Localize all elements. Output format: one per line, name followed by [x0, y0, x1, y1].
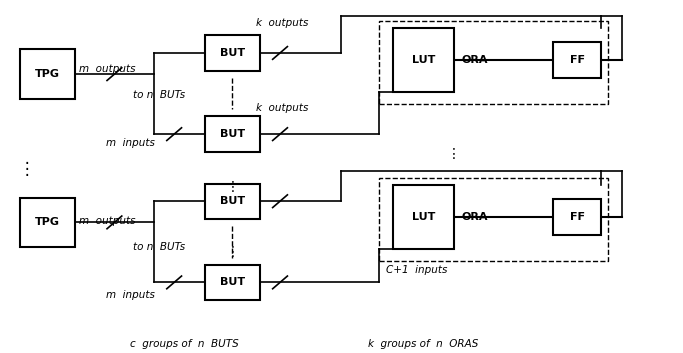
- Text: C+1  inputs: C+1 inputs: [386, 265, 447, 275]
- Text: BUT: BUT: [220, 277, 245, 287]
- Text: k  outputs: k outputs: [256, 103, 309, 113]
- Text: k  groups of  n  ORAS: k groups of n ORAS: [368, 339, 479, 349]
- Text: c  groups of  n  BUTS: c groups of n BUTS: [130, 339, 239, 349]
- Bar: [553, 199, 601, 235]
- Bar: [20, 49, 75, 99]
- Text: TPG: TPG: [36, 69, 60, 79]
- Bar: [553, 42, 601, 78]
- Text: ⋮: ⋮: [19, 161, 36, 178]
- Bar: [393, 185, 454, 249]
- Text: FF: FF: [570, 55, 585, 65]
- Text: m  outputs: m outputs: [79, 216, 135, 226]
- Text: ⋮: ⋮: [447, 146, 461, 161]
- Text: BUT: BUT: [220, 196, 245, 206]
- Text: BUT: BUT: [220, 129, 245, 139]
- Text: LUT: LUT: [412, 55, 435, 65]
- Bar: [205, 35, 260, 71]
- Bar: [379, 21, 608, 104]
- Text: to n  BUTs: to n BUTs: [133, 90, 185, 100]
- Text: BUT: BUT: [220, 48, 245, 58]
- Text: TPG: TPG: [36, 217, 60, 227]
- Text: FF: FF: [570, 212, 585, 222]
- Text: m  inputs: m inputs: [106, 138, 155, 148]
- Bar: [205, 265, 260, 300]
- Bar: [205, 116, 260, 152]
- Text: ORA: ORA: [462, 55, 488, 65]
- Text: m  inputs: m inputs: [106, 290, 155, 300]
- Text: ORA: ORA: [462, 212, 488, 222]
- Text: LUT: LUT: [412, 212, 435, 222]
- Text: k  outputs: k outputs: [256, 18, 309, 28]
- Bar: [205, 184, 260, 219]
- Text: ⋮: ⋮: [225, 180, 239, 194]
- Bar: [379, 178, 608, 261]
- Bar: [20, 198, 75, 247]
- Bar: [393, 28, 454, 92]
- Text: to n  BUTs: to n BUTs: [133, 242, 185, 252]
- Text: m  outputs: m outputs: [79, 64, 135, 74]
- Text: ⋮: ⋮: [225, 245, 239, 259]
